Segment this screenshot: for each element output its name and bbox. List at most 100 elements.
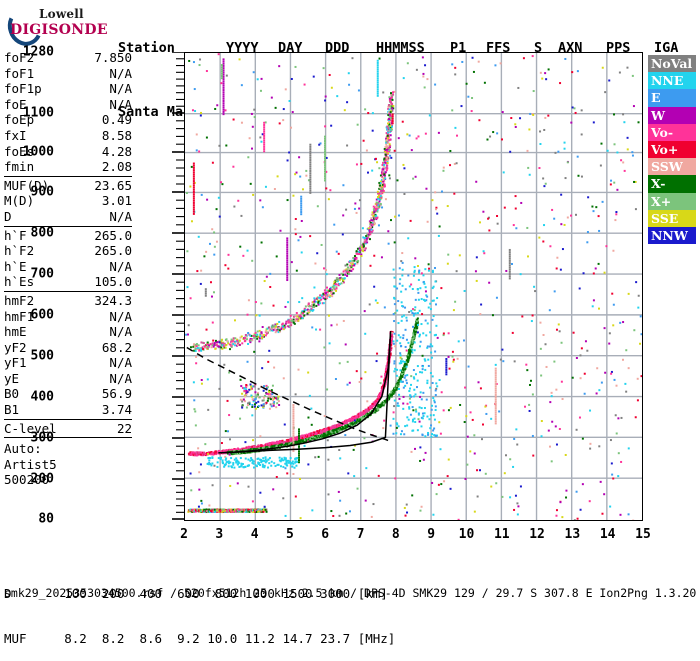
param-value: 2.08 — [102, 159, 132, 175]
param-key: M(D) — [4, 193, 34, 209]
param-row: yE N/A — [4, 371, 132, 387]
param-value: 0.49 — [102, 112, 132, 128]
param-row: hmF1 N/A — [4, 309, 132, 325]
param-row: C-level 22 — [4, 421, 132, 437]
param-key: fmin — [4, 159, 34, 175]
param-row: foEs 4.28 — [4, 144, 132, 160]
legend-item-noval[interactable]: NoVal — [648, 55, 696, 72]
param-row: foEp 0.49 — [4, 112, 132, 128]
param-row: MUF(D) 23.65 — [4, 178, 132, 194]
param-key: foF2 — [4, 50, 34, 66]
param-value: N/A — [109, 371, 132, 387]
x-tick-label-14: 14 — [600, 527, 616, 542]
legend-item-vo-[interactable]: Vo- — [648, 124, 696, 141]
legend-item-nnw[interactable]: NNW — [648, 227, 696, 244]
param-row: M(D) 3.01 — [4, 193, 132, 209]
muf-row-frequency: MUF 8.2 8.2 8.6 9.2 10.0 11.2 14.7 23.7 … — [4, 631, 395, 646]
x-tick-label-6: 6 — [321, 527, 329, 542]
param-key: yE — [4, 371, 19, 387]
legend-item-w[interactable]: W — [648, 107, 696, 124]
param-key: h`F — [4, 228, 27, 244]
x-tick-label-7: 7 — [357, 527, 365, 542]
param-value: 56.9 — [102, 386, 132, 402]
param-value: 105.0 — [94, 274, 132, 290]
legend-item-vo-[interactable]: Vo+ — [648, 141, 696, 158]
param-key: C-level — [4, 421, 57, 437]
source-file-footer: smk29_2025353034500.rsf / 520fx512h 25 k… — [4, 586, 696, 600]
header-label-10: IGA — [654, 40, 678, 56]
x-tick-label-11: 11 — [494, 527, 510, 542]
param-key: hmF2 — [4, 293, 34, 309]
param-key: hmF1 — [4, 309, 34, 325]
legend-item-ssw[interactable]: SSW — [648, 158, 696, 175]
param-value: N/A — [109, 97, 132, 113]
param-key: foEs — [4, 144, 34, 160]
param-key: h`Es — [4, 274, 34, 290]
param-value: 324.3 — [94, 293, 132, 309]
legend-item-sse[interactable]: SSE — [648, 210, 696, 227]
param-key: foF1 — [4, 66, 34, 82]
param-row: foF1p N/A — [4, 81, 132, 97]
param-key: yF2 — [4, 340, 27, 356]
param-key: foF1p — [4, 81, 42, 97]
param-value: N/A — [109, 66, 132, 82]
param-key: h`F2 — [4, 243, 34, 259]
legend-item-x-[interactable]: X- — [648, 175, 696, 192]
param-value: 4.28 — [102, 144, 132, 160]
param-key: B1 — [4, 402, 19, 418]
param-value: N/A — [109, 81, 132, 97]
legend-item-nne[interactable]: NNE — [648, 72, 696, 89]
logo-brand-top: Lowell — [39, 7, 84, 21]
param-value: 8.58 — [102, 128, 132, 144]
param-key: foE — [4, 97, 27, 113]
param-key: MUF(D) — [4, 178, 49, 194]
param-row: yF2 68.2 — [4, 340, 132, 356]
param-key: D — [4, 209, 12, 225]
x-tick-label-9: 9 — [427, 527, 435, 542]
autoscale-line: Auto: — [4, 441, 132, 457]
x-tick-label-2: 2 — [180, 527, 188, 542]
muf-distance-table: D 100 200 400 600 800 1000 1500 3000 [km… — [4, 556, 395, 661]
param-value: 22 — [117, 421, 132, 437]
legend-item-x-[interactable]: X+ — [648, 193, 696, 210]
param-value: N/A — [109, 309, 132, 325]
param-value: 68.2 — [102, 340, 132, 356]
param-row: hmF2 324.3 — [4, 293, 132, 309]
x-tick-label-3: 3 — [215, 527, 223, 542]
param-value: N/A — [109, 324, 132, 340]
param-value: N/A — [109, 259, 132, 275]
param-value: 23.65 — [94, 178, 132, 194]
param-value: 265.0 — [94, 243, 132, 259]
param-key: yF1 — [4, 355, 27, 371]
plot-frame — [184, 52, 643, 521]
x-tick-label-15: 15 — [635, 527, 651, 542]
autoscale-line: 500200 — [4, 472, 132, 488]
legend-item-e[interactable]: E — [648, 89, 696, 106]
param-row: foF2 7.850 — [4, 50, 132, 66]
y-axis-ticks — [172, 52, 184, 521]
x-tick-label-4: 4 — [251, 527, 259, 542]
param-row: fmin 2.08 — [4, 159, 132, 175]
autoscale-line: Artist5 — [4, 457, 132, 473]
param-row: foF1 N/A — [4, 66, 132, 82]
x-tick-label-10: 10 — [459, 527, 475, 542]
param-value: 7.850 — [94, 50, 132, 66]
param-key: hmE — [4, 324, 27, 340]
param-group-4: C-level 22 — [4, 421, 132, 439]
y-tick-label-80: 80 — [0, 512, 54, 527]
param-value: 3.01 — [102, 193, 132, 209]
param-key: foEp — [4, 112, 34, 128]
ionogram-plot[interactable] — [184, 52, 643, 521]
